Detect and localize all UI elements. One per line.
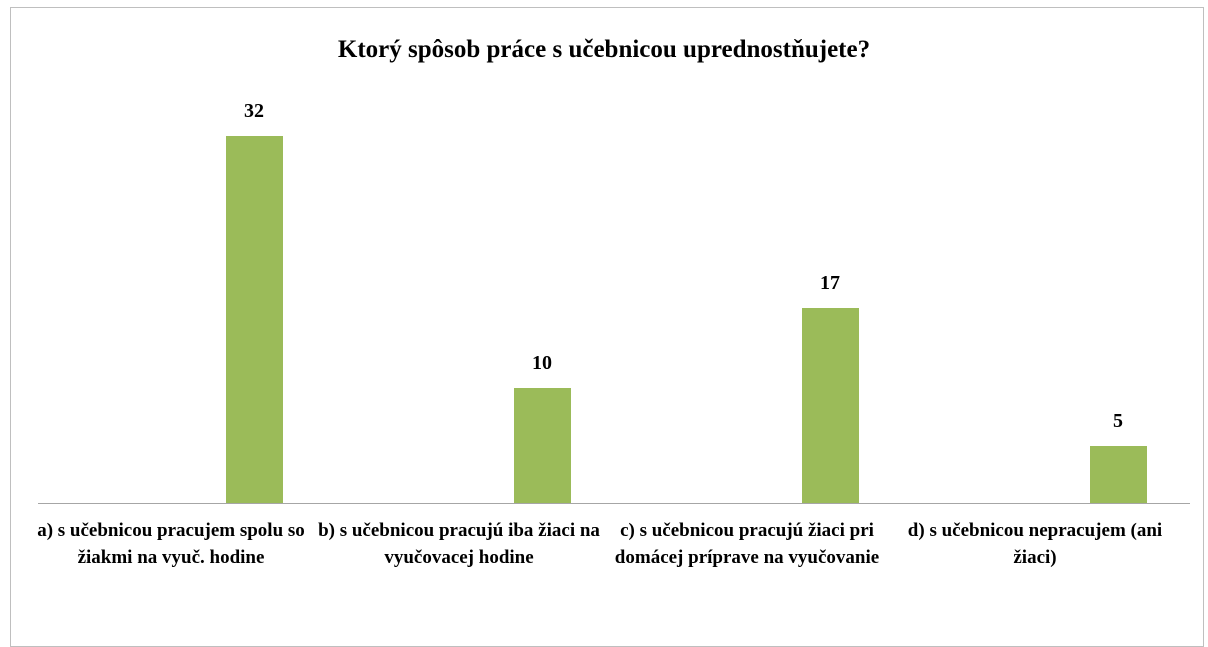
x-tick-label: a) s učebnicou pracujem spolu so žiakmi …	[37, 520, 305, 568]
x-axis	[38, 503, 1190, 504]
bar	[513, 388, 571, 503]
value-label: 17	[820, 272, 840, 295]
x-tick-label: b) s učebnicou pracujú iba žiaci na vyuč…	[318, 520, 600, 568]
value-label: 10	[532, 352, 552, 375]
bar	[225, 136, 283, 503]
page: Ktorý spôsob práce s učebnicou uprednost…	[10, 7, 1204, 647]
bar	[801, 308, 859, 503]
value-label: 5	[1113, 409, 1123, 432]
bar	[1089, 445, 1147, 503]
x-tick-label: d) s učebnicou nepracujem (ani žiaci)	[907, 520, 1163, 568]
value-label: 32	[244, 100, 264, 122]
chart-title: Ktorý spôsob práce s učebnicou uprednost…	[337, 36, 871, 63]
x-tick-label: c) s učebnicou pracujú žiaci pri domácej…	[614, 520, 880, 568]
